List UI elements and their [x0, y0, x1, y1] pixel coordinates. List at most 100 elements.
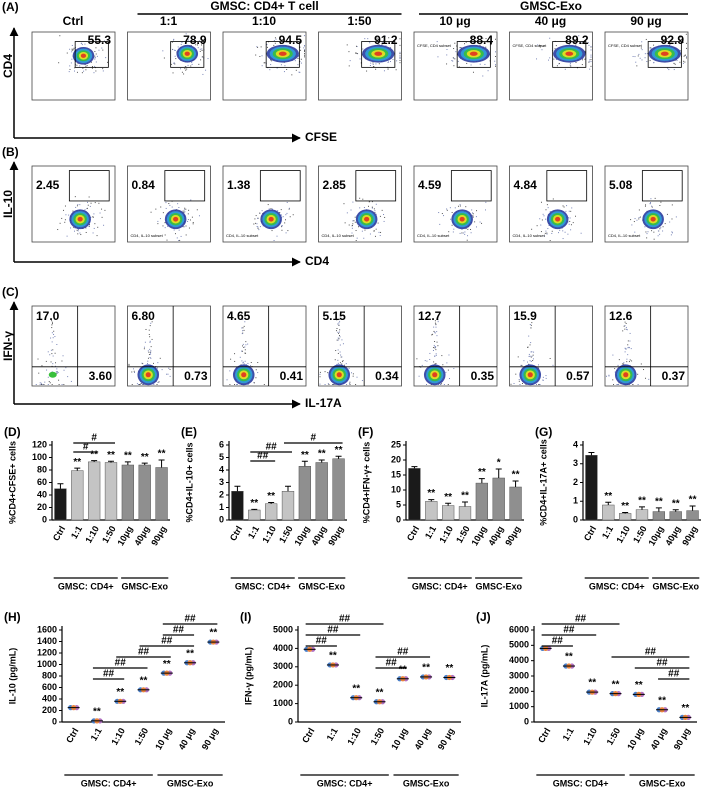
event-dot [446, 54, 448, 56]
event-dot [338, 319, 340, 321]
error-bar [108, 460, 114, 463]
x-tick-label: 90μg [149, 524, 168, 547]
quadrant-value: 12.6 [609, 309, 633, 323]
event-dot [143, 346, 145, 348]
event-dot [201, 48, 203, 50]
event-dot [257, 217, 259, 219]
event-dot [453, 228, 455, 230]
event-dot [95, 70, 97, 72]
event-dot [567, 217, 569, 219]
event-dot [177, 203, 179, 205]
event-dot [183, 73, 185, 75]
event-dot [451, 211, 453, 213]
event-dot [438, 212, 440, 214]
event-dot [74, 196, 76, 198]
dot-group [396, 676, 409, 682]
event-dot [437, 319, 439, 321]
event-dot [187, 220, 189, 222]
event-dot [623, 363, 625, 365]
x-tick-label: 90μg [680, 524, 699, 547]
event-dot [354, 216, 356, 218]
event-dot [530, 324, 532, 326]
event-dot [185, 208, 187, 210]
event-dot [150, 353, 152, 355]
event-dot [160, 206, 162, 208]
event-dot [456, 45, 458, 47]
event-dot [271, 208, 273, 210]
event-dot [685, 33, 687, 35]
event-dot [198, 63, 200, 65]
event-dot [250, 361, 252, 363]
event-dot [171, 41, 173, 43]
event-dot [395, 69, 397, 71]
event-dot [590, 49, 592, 51]
event-dot [539, 46, 541, 48]
event-dot [387, 61, 389, 63]
event-dot [471, 209, 473, 211]
event-dot [244, 346, 246, 348]
event-dot [673, 62, 675, 64]
event-dot [344, 364, 346, 366]
event-dot [247, 362, 249, 364]
event-dot [107, 61, 109, 63]
density [48, 371, 57, 378]
plot-frame [31, 165, 116, 243]
event-dot [157, 220, 159, 222]
event-dot [645, 38, 647, 40]
event-dot [46, 369, 48, 371]
event-dot [634, 218, 636, 220]
event-dot [259, 212, 261, 214]
event-dot [140, 382, 142, 384]
event-dot [338, 324, 340, 326]
event-dot [234, 353, 236, 355]
bar [87, 461, 101, 521]
event-dot [342, 360, 344, 362]
panel-label: (D) [4, 425, 21, 439]
event-dot [399, 62, 401, 64]
x-tick-label: 90 μg [436, 726, 456, 751]
event-dot [79, 232, 81, 234]
event-dot [671, 204, 673, 206]
event-dot [273, 44, 275, 46]
event-dot [613, 384, 615, 385]
event-dot [549, 211, 551, 213]
event-dot [337, 352, 339, 354]
event-dot [259, 55, 261, 57]
event-dot [479, 44, 481, 46]
quadrant-value: 0.73 [184, 369, 208, 383]
event-dot [150, 322, 152, 324]
flow-plot: 0.84 CD4, IL-10 subset [127, 165, 211, 243]
event-dot [275, 38, 277, 40]
event-dot [470, 228, 472, 230]
event-dot [352, 201, 354, 203]
event-dot [617, 384, 619, 385]
y-tick-label: 0 [396, 514, 401, 524]
event-dot [300, 58, 302, 60]
event-dot [640, 47, 642, 49]
event-dot [453, 65, 455, 67]
error-bar [251, 508, 258, 510]
event-dot [256, 46, 258, 48]
x-tick-label: 1:10 [83, 524, 101, 545]
event-dot [351, 372, 353, 374]
significance: ** [445, 663, 453, 674]
event-dot [346, 212, 348, 214]
event-dot [575, 61, 577, 63]
event-dot [133, 371, 135, 373]
event-dot [247, 343, 249, 345]
event-dot [257, 227, 259, 229]
event-dot [245, 344, 247, 346]
dot-group [350, 695, 363, 701]
event-dot [446, 362, 448, 364]
event-dot [95, 53, 97, 55]
event-dot [270, 208, 272, 210]
event-dot [269, 69, 271, 71]
event-dot [349, 384, 351, 385]
event-dot [128, 363, 130, 365]
event-dot [636, 219, 638, 221]
event-dot [202, 56, 204, 58]
event-dot [589, 59, 591, 61]
event-dot [520, 364, 522, 366]
flow-plot: 4.84 CD4, IL-10 subset [509, 165, 593, 243]
flow-plot: 2.85 CD4, IL-10 subset [318, 165, 402, 243]
